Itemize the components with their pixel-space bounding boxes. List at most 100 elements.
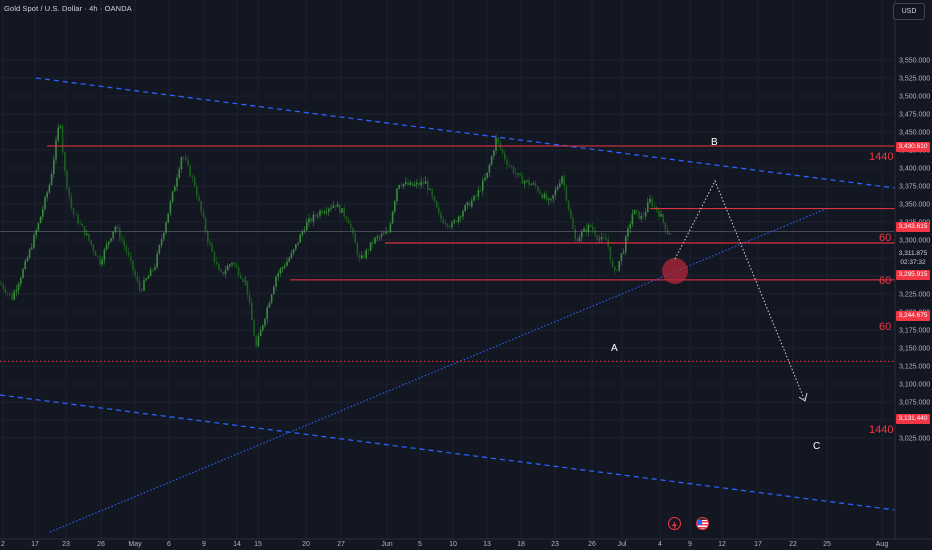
candle-body <box>323 212 326 214</box>
time-tick-label: 27 <box>337 541 345 548</box>
candle-body <box>152 269 154 271</box>
candle-body <box>92 244 95 251</box>
candle-body <box>369 242 372 251</box>
price-tick-label: 3,025.000 <box>899 436 930 443</box>
time-tick-label: 20 <box>302 541 310 548</box>
candle-body <box>429 189 431 191</box>
price-tick-label: 3,150.000 <box>899 346 930 353</box>
channel-lower-line[interactable] <box>0 394 896 511</box>
candle-body <box>26 257 29 262</box>
candle-body <box>9 293 11 294</box>
candle-body <box>592 226 594 231</box>
price-tick-label: 3,075.000 <box>899 400 930 407</box>
candle-body <box>462 211 464 217</box>
candle-body <box>545 194 548 201</box>
candle-body <box>222 272 224 275</box>
candle-body <box>561 176 563 184</box>
candle-body <box>279 268 282 274</box>
timeframe-label: 60 <box>879 275 892 287</box>
symbol-header[interactable]: Gold Spot / U.S. Dollar · 4h · OANDA <box>4 4 132 13</box>
candle-body <box>147 276 150 279</box>
candle-body <box>121 238 123 241</box>
candle-body <box>418 182 420 186</box>
lightning-event-icon[interactable] <box>668 517 681 530</box>
candle-body <box>193 176 196 187</box>
candle-body <box>622 251 625 254</box>
candle-countdown: 02:37:32 <box>900 258 926 266</box>
candle-body <box>75 214 77 215</box>
candle-body <box>154 267 156 270</box>
price-tick-label: 3,175.000 <box>899 328 930 335</box>
candle-body <box>90 240 92 245</box>
candle-body <box>350 223 352 229</box>
price-tick-label: 3,400.000 <box>899 166 930 173</box>
us-flag-event-icon[interactable] <box>696 517 709 530</box>
level-price-badge: 3,131.440 <box>896 414 930 424</box>
candle-body <box>501 148 504 154</box>
candle-body <box>317 215 319 217</box>
candle-body <box>347 219 350 224</box>
candle-body <box>242 278 244 282</box>
candle-body <box>112 231 114 239</box>
candle-body <box>532 183 535 185</box>
candle-body <box>196 186 198 197</box>
candle-body <box>653 206 656 207</box>
candle-body <box>449 226 451 228</box>
candle-body <box>174 186 176 192</box>
candle-body <box>257 336 260 347</box>
candle-body <box>72 208 75 215</box>
candle-body <box>116 226 119 229</box>
candle-body <box>391 211 394 224</box>
candle-body <box>185 157 187 160</box>
candle-body <box>68 187 70 197</box>
candle-body <box>15 289 18 292</box>
candle-body <box>504 153 506 160</box>
candle-body <box>616 270 618 272</box>
candle-body <box>264 318 266 326</box>
time-axis[interactable]: 2 17 23 26 May 6 9 14 15 20 27 Jun 5 10 13 18 23 26 Jul 4 9 1… <box>0 538 932 550</box>
candle-body <box>275 276 277 287</box>
candle-body <box>488 165 491 173</box>
candle-body <box>44 197 46 209</box>
candle-body <box>306 222 308 231</box>
price-tick-label: 3,225.000 <box>899 292 930 299</box>
target-zone-marker[interactable] <box>662 258 688 284</box>
candle-body <box>471 200 473 207</box>
currency-button[interactable]: USD <box>893 3 925 20</box>
projection-path[interactable] <box>674 179 806 402</box>
candle-body <box>631 214 634 225</box>
candle-body <box>378 236 381 238</box>
candle-body <box>273 286 275 295</box>
candle-body <box>396 188 398 201</box>
candle-body <box>647 202 649 213</box>
candle-body <box>354 233 356 244</box>
candle-body <box>666 229 669 234</box>
candle-body <box>495 137 497 151</box>
time-tick-label: 17 <box>754 541 762 548</box>
candle-body <box>295 244 297 250</box>
channel-upper-line[interactable] <box>35 77 896 189</box>
candle-body <box>149 269 152 277</box>
candle-body <box>644 212 647 217</box>
candle-body <box>178 169 180 178</box>
candle-body <box>385 231 387 234</box>
candle-body <box>24 261 26 269</box>
candle-body <box>431 189 433 197</box>
candle-body <box>556 186 559 190</box>
trendline-support[interactable] <box>49 207 829 533</box>
candle-body <box>48 184 51 193</box>
time-tick-label: Jul <box>618 541 627 548</box>
projection-arrowhead[interactable] <box>798 392 808 402</box>
candle-body <box>627 228 629 237</box>
candle-body <box>244 280 246 282</box>
candle-body <box>581 231 583 238</box>
candle-body <box>17 283 20 290</box>
candle-body <box>475 195 477 197</box>
candle-body <box>660 214 662 217</box>
candle-body <box>143 280 145 291</box>
candle-body <box>0 283 2 285</box>
candle-body <box>614 266 616 271</box>
candle-body <box>180 157 183 170</box>
candle-body <box>625 236 627 252</box>
